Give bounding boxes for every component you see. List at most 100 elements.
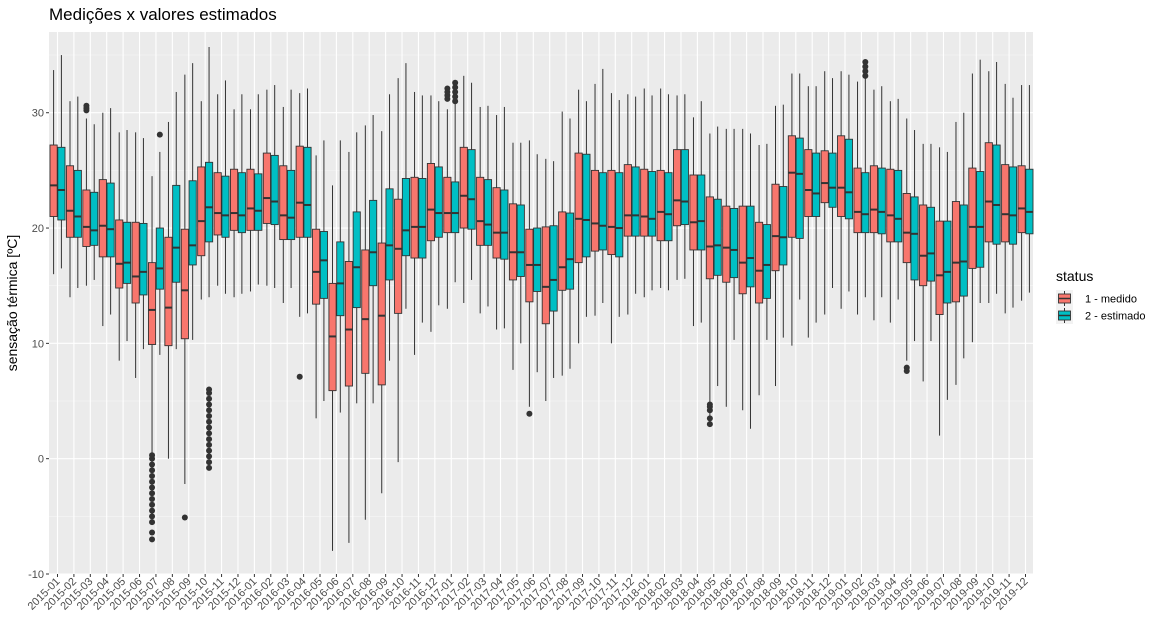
box (221, 175, 230, 238)
outlier-point (206, 453, 213, 460)
box (483, 179, 493, 246)
outlier-point (206, 430, 213, 437)
outlier-point (149, 467, 156, 474)
box (467, 149, 476, 230)
box (115, 219, 124, 289)
box (1008, 166, 1018, 245)
plot-panel (49, 32, 1033, 574)
outlier-point (206, 436, 213, 443)
box (410, 176, 419, 259)
box (902, 192, 911, 264)
box (869, 165, 878, 234)
box (65, 165, 75, 238)
box (139, 222, 148, 296)
box (344, 261, 353, 387)
outlier-point (206, 386, 213, 393)
outlier-point (206, 441, 213, 448)
outlier-point (862, 72, 869, 79)
outlier-point (296, 373, 303, 380)
box (738, 205, 747, 295)
box (656, 169, 665, 242)
outlier-point (526, 410, 533, 417)
box (886, 168, 895, 243)
box (90, 191, 99, 246)
box (254, 173, 263, 231)
box (680, 149, 689, 226)
box (746, 205, 755, 288)
outlier-point (452, 98, 459, 105)
legend-label: 2 - estimado (1085, 311, 1146, 323)
outlier-point (149, 529, 156, 536)
box (418, 178, 427, 259)
box (722, 205, 731, 283)
box (230, 168, 239, 231)
chart-title: Medições x valores estimados (49, 5, 277, 24)
box (705, 196, 714, 280)
y-tick-label: -10 (28, 569, 44, 581)
grid (49, 32, 1033, 575)
y-axis-title: sensação térmica [ºC] (4, 235, 20, 372)
box (508, 203, 518, 281)
box (574, 152, 583, 264)
legend-label: 1 - medido (1085, 294, 1137, 306)
box (131, 221, 140, 304)
outlier-point (156, 131, 163, 138)
box (459, 146, 468, 229)
box (369, 199, 378, 287)
box (820, 150, 829, 204)
box (1017, 165, 1026, 234)
box (476, 176, 485, 246)
box (492, 187, 501, 259)
box (541, 226, 550, 325)
box (713, 198, 722, 276)
box (279, 165, 288, 241)
box (246, 168, 255, 231)
box (434, 166, 443, 238)
outlier-point (206, 447, 213, 454)
box (172, 184, 181, 283)
box (385, 188, 394, 281)
box (565, 212, 575, 290)
outlier-point (83, 102, 90, 109)
box (516, 204, 525, 277)
box (984, 142, 993, 243)
outlier-point (149, 490, 156, 497)
box (213, 172, 222, 236)
box (992, 144, 1001, 245)
outlier-point (206, 464, 213, 471)
outlier-point (706, 401, 713, 408)
box (147, 262, 157, 345)
outlier-point (706, 421, 713, 428)
y-tick-label: 10 (32, 338, 44, 350)
box (919, 204, 928, 287)
outlier-point (149, 519, 156, 526)
box (352, 211, 361, 309)
box (336, 241, 345, 317)
box (401, 178, 410, 257)
box (443, 176, 452, 234)
box (106, 182, 115, 258)
y-tick-label: 0 (38, 454, 44, 466)
y-axis: -10 0 10 20 30 (28, 108, 49, 581)
box (394, 198, 403, 314)
outliers (83, 58, 910, 543)
box (664, 172, 673, 242)
box (926, 206, 936, 282)
box (237, 172, 246, 234)
box (180, 228, 189, 340)
box (828, 152, 837, 208)
box (73, 169, 82, 238)
box (287, 169, 296, 241)
outlier-point (862, 63, 869, 70)
outlier-point (862, 58, 869, 65)
outlier-point (206, 418, 213, 425)
box (844, 138, 853, 220)
y-tick-label: 20 (32, 223, 44, 235)
box (640, 168, 649, 237)
box (894, 169, 903, 243)
box (607, 169, 616, 256)
box (533, 227, 542, 292)
outlier-point (149, 536, 156, 543)
box (959, 204, 968, 297)
box (935, 220, 944, 315)
